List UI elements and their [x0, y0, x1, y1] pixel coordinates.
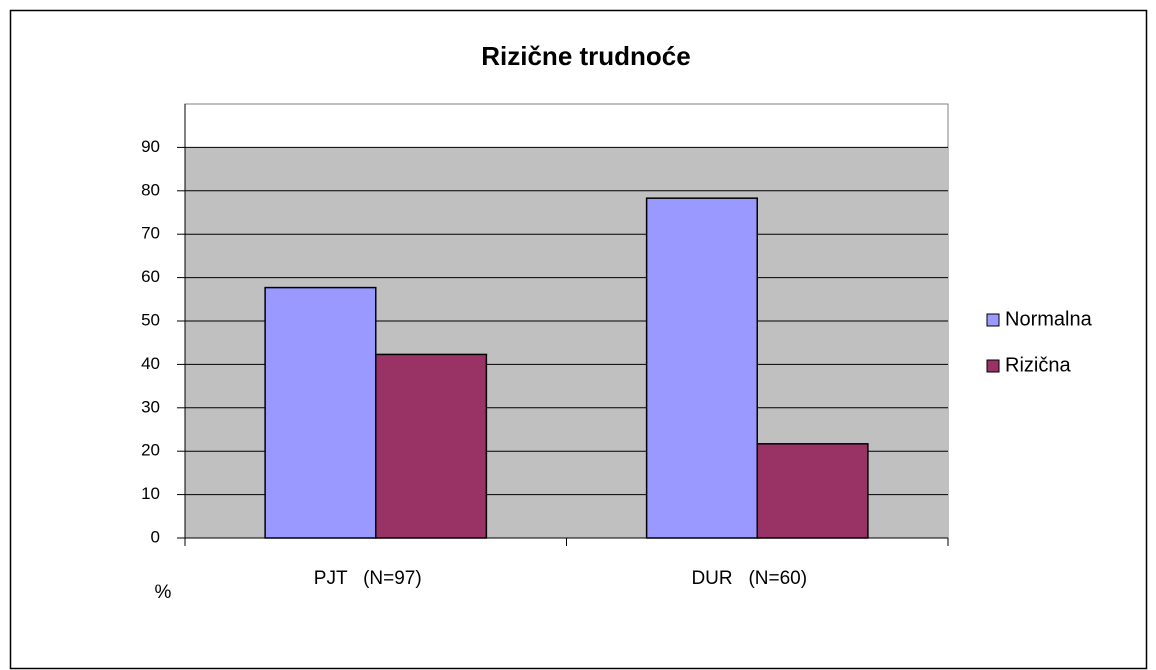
bar [645, 197, 758, 539]
y-tick-label: 90 [141, 137, 160, 156]
y-tick-label: 60 [141, 267, 160, 286]
y-tick-label: 80 [141, 180, 160, 199]
bar [264, 286, 377, 539]
y-axis-label: % [155, 582, 172, 603]
legend-label: Normalna [1005, 308, 1093, 330]
chart-title: Rizične trudnoće [481, 41, 690, 71]
legend-swatch [986, 313, 1000, 327]
x-tick-label: PJT (N=97) [314, 568, 422, 589]
y-tick-label: 0 [151, 527, 160, 546]
y-tick-label: 50 [141, 310, 160, 329]
x-tick-label: DUR (N=60) [691, 568, 807, 589]
y-tick-label: 70 [141, 224, 160, 243]
y-tick-label: 30 [141, 397, 160, 416]
bar [756, 443, 869, 539]
y-tick-label: 10 [141, 484, 160, 503]
bar [375, 353, 488, 539]
y-tick-label: 20 [141, 441, 160, 460]
y-tick-label: 40 [141, 354, 160, 373]
legend-label: Rizična [1005, 354, 1071, 376]
legend-swatch [986, 359, 1000, 373]
